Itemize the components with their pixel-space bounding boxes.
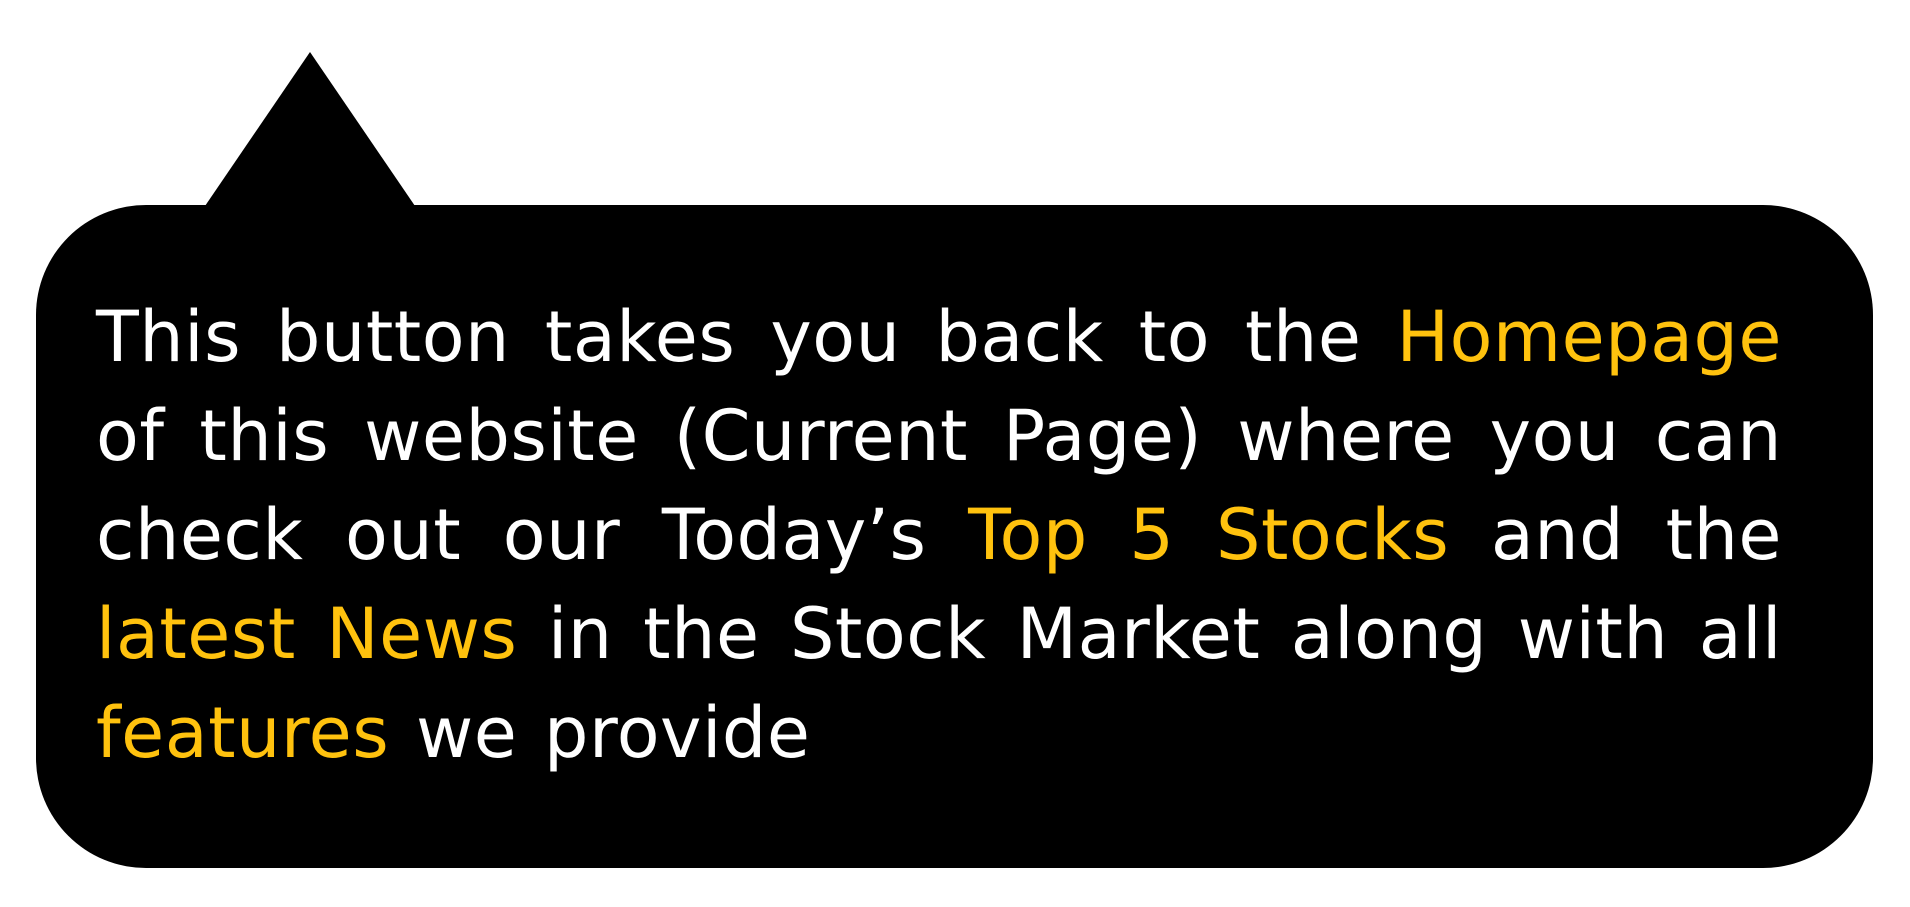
tooltip-segment-4: in the Stock Market along with all <box>517 593 1782 675</box>
highlight-features: features <box>96 692 390 774</box>
highlight-homepage: Homepage <box>1396 296 1782 378</box>
speech-bubble-pointer <box>205 52 415 206</box>
tooltip-segment-2: of this website (Current Page) where you… <box>96 395 1782 576</box>
highlight-top-5-stocks: Top 5 Stocks <box>968 494 1450 576</box>
highlight-latest-news: latest News <box>96 593 518 675</box>
tooltip-segment-1: This button takes you back to the <box>96 296 1397 378</box>
speech-bubble <box>36 205 1873 868</box>
speech-bubble-pointer-shape <box>205 52 415 206</box>
tooltip-segment-3: and the <box>1449 494 1782 576</box>
tooltip-segment-5: we provide <box>389 692 811 774</box>
tooltip-text: This button takes you back to the Homepa… <box>96 288 1782 783</box>
